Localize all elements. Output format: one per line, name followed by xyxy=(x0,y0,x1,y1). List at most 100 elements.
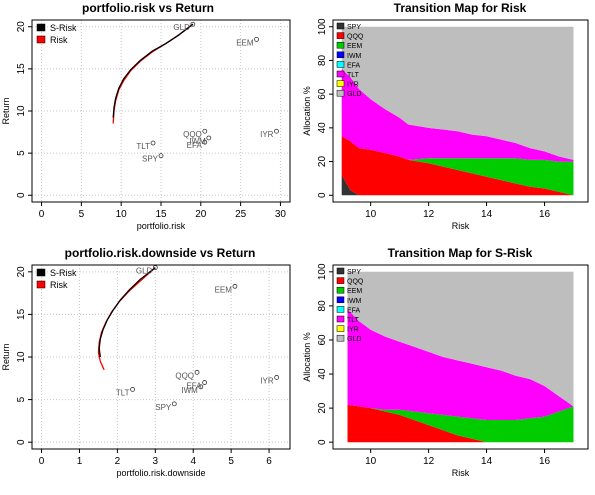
x-tick-label: 5 xyxy=(79,209,85,220)
asset-label: EEM xyxy=(236,38,254,47)
asset-label: TLT xyxy=(116,388,130,397)
y-tick-label: 100 xyxy=(317,18,328,35)
asset-label: GLD xyxy=(136,267,153,276)
legend-swatch xyxy=(336,41,345,49)
area-eem xyxy=(347,404,574,443)
legend-swatch xyxy=(336,51,345,59)
legend-label: EEM xyxy=(347,43,362,50)
legend-swatch xyxy=(336,22,345,30)
x-tick-label: 16 xyxy=(539,456,551,467)
asset-point xyxy=(130,386,135,392)
legend-swatch xyxy=(336,80,345,87)
legend-swatch xyxy=(36,280,46,289)
legend-swatch xyxy=(336,61,345,68)
legend-label: SPY xyxy=(347,24,361,31)
x-tick-label: 14 xyxy=(481,456,493,467)
y-axis-label: Allocation % xyxy=(302,332,312,382)
y-tick-label: 0 xyxy=(16,192,27,198)
x-tick-label: 20 xyxy=(195,209,207,220)
asset-point xyxy=(232,283,238,289)
legend-swatch xyxy=(336,70,345,78)
transition-panel-3: 10 12 14 16 0 20 40 60 80 100 Risk Allocation % Tran… xyxy=(302,246,589,478)
asset-point xyxy=(194,369,200,375)
y-tick-label: 15 xyxy=(16,308,27,320)
asset-label: SPY xyxy=(155,403,172,412)
y-tick-label: 20 xyxy=(16,266,27,278)
x-tick-label: 3 xyxy=(153,456,159,467)
y-tick-label: 5 xyxy=(16,396,27,402)
area-qqq xyxy=(341,136,574,196)
asset-label: SPY xyxy=(142,155,159,164)
chart-title: Transition Map for Risk xyxy=(394,1,527,15)
legend-label: Risk xyxy=(50,35,68,45)
legend-swatch xyxy=(336,32,345,39)
x-tick-label: 30 xyxy=(275,209,287,220)
asset-label: IYR xyxy=(260,376,274,385)
y-tick-label: 40 xyxy=(317,368,328,380)
legend-swatch xyxy=(336,277,345,284)
y-tick-label: 10 xyxy=(16,105,27,117)
x-tick-label: 10 xyxy=(365,456,377,467)
plot-frame xyxy=(332,264,589,450)
legend-label: TLT xyxy=(347,317,360,324)
x-tick-label: 2 xyxy=(115,456,121,467)
legend-label: IWM xyxy=(347,298,362,305)
y-tick-label: 20 xyxy=(16,21,27,33)
legend-swatch xyxy=(336,89,345,97)
frontier-line-s-risk xyxy=(98,267,156,358)
legend-label: TLT xyxy=(347,72,360,79)
y-tick-label: 5 xyxy=(16,150,27,156)
plot-frame xyxy=(31,264,291,450)
area-tlt xyxy=(347,309,574,420)
y-tick-label: 60 xyxy=(317,88,328,100)
legend-label: EEM xyxy=(347,288,362,295)
legend-swatch xyxy=(336,315,345,323)
x-tick-label: 4 xyxy=(190,456,196,467)
legend-swatch xyxy=(36,23,46,32)
x-tick-label: 0 xyxy=(39,456,45,467)
x-tick-label: 6 xyxy=(266,456,272,467)
y-tick-label: 20 xyxy=(317,402,328,414)
legend-label: QQQ xyxy=(347,279,364,286)
legend-label: IYR xyxy=(347,82,359,89)
x-axis-label: portfolio.risk xyxy=(137,221,186,231)
asset-point xyxy=(254,36,259,42)
x-axis-label: Risk xyxy=(452,468,470,478)
plot-frame xyxy=(31,19,291,203)
chart-title: Transition Map for S-Risk xyxy=(388,246,533,260)
y-axis-label: Return xyxy=(1,97,11,124)
legend-swatch xyxy=(336,334,345,342)
asset-point xyxy=(158,153,164,159)
asset-label: QQQ xyxy=(175,371,194,380)
chart-title: portfolio.risk.downside vs Return xyxy=(65,246,256,260)
legend-label: SPY xyxy=(347,269,361,276)
y-tick-label: 15 xyxy=(16,63,27,75)
asset-point xyxy=(274,375,280,380)
x-tick-label: 25 xyxy=(235,209,247,220)
area-gld xyxy=(341,26,574,160)
asset-point xyxy=(198,384,204,390)
legend-swatch xyxy=(36,268,46,277)
asset-label: TLT xyxy=(136,142,150,151)
y-tick-label: 80 xyxy=(317,300,328,312)
x-tick-label: 5 xyxy=(228,456,234,467)
y-tick-label: 40 xyxy=(317,122,328,134)
chart-title: portfolio.risk vs Return xyxy=(82,1,214,15)
transition-panel-1: 10 12 14 16 0 20 40 60 80 100 Risk Allocation % Tran… xyxy=(302,1,589,231)
legend-label: IWM xyxy=(347,53,362,60)
y-tick-label: 0 xyxy=(16,439,27,445)
x-tick-label: 10 xyxy=(116,209,128,220)
legend-swatch xyxy=(336,286,345,294)
plot-frame xyxy=(332,19,589,203)
x-tick-label: 15 xyxy=(155,209,167,220)
x-axis-label: Risk xyxy=(452,221,470,231)
asset-label: IWM xyxy=(181,386,198,395)
legend-label: IYR xyxy=(347,327,359,334)
legend-label: QQQ xyxy=(347,34,364,41)
x-tick-label: 0 xyxy=(39,209,45,220)
legend-label: GLD xyxy=(347,336,361,343)
asset-label: IYR xyxy=(260,130,274,139)
scatter-panel-0: 0 5 10 15 20 25 30 0 5 10 15 20 portfolio.risk Return… xyxy=(1,1,291,231)
asset-point xyxy=(274,128,279,134)
